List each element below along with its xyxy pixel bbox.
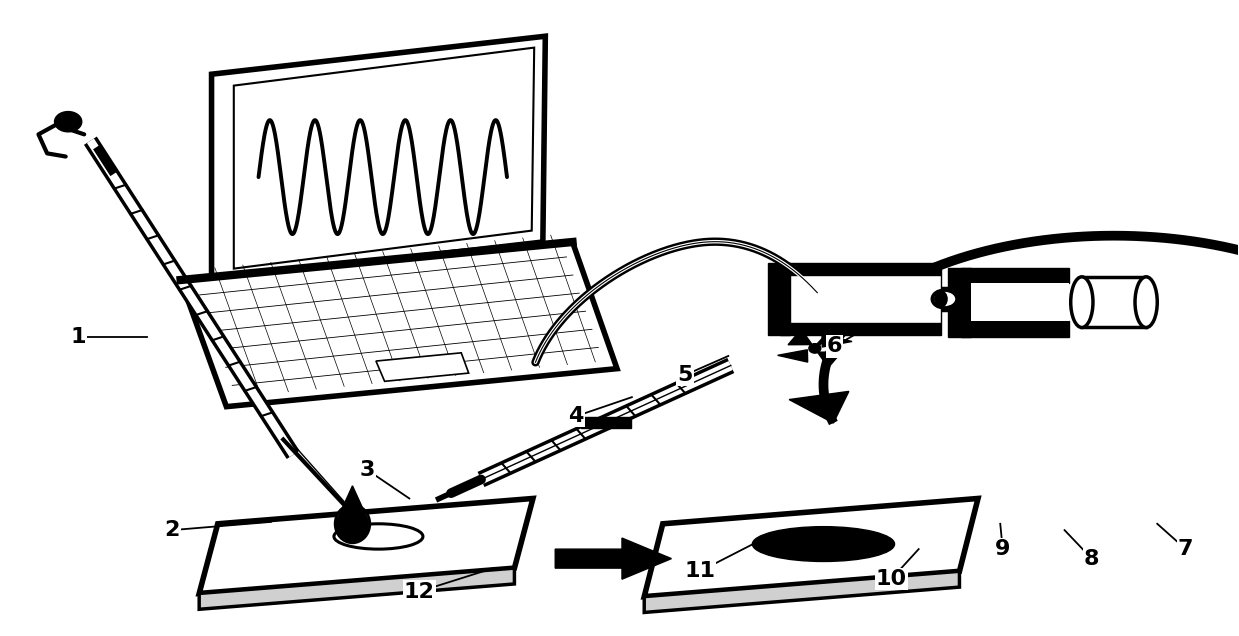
Polygon shape — [948, 268, 970, 336]
Polygon shape — [768, 263, 790, 335]
Polygon shape — [555, 538, 672, 579]
Ellipse shape — [336, 505, 369, 543]
Polygon shape — [788, 329, 812, 345]
Polygon shape — [234, 48, 534, 268]
Text: 10: 10 — [876, 569, 907, 589]
Ellipse shape — [335, 524, 422, 549]
Text: 6: 6 — [826, 336, 843, 357]
Polygon shape — [789, 391, 849, 423]
Polygon shape — [781, 322, 940, 335]
Polygon shape — [336, 486, 369, 543]
Polygon shape — [781, 263, 940, 275]
Polygon shape — [644, 499, 978, 597]
Polygon shape — [199, 568, 514, 609]
Polygon shape — [960, 268, 1069, 283]
Polygon shape — [375, 353, 468, 382]
Text: 7: 7 — [1178, 539, 1193, 559]
Polygon shape — [199, 499, 533, 593]
Text: 2: 2 — [165, 520, 180, 540]
Text: 5: 5 — [678, 365, 693, 385]
Polygon shape — [821, 335, 852, 347]
Polygon shape — [818, 352, 841, 368]
Polygon shape — [212, 36, 545, 280]
Ellipse shape — [809, 343, 820, 353]
Polygon shape — [960, 321, 1069, 336]
Ellipse shape — [752, 527, 895, 562]
Polygon shape — [581, 417, 631, 427]
Text: 8: 8 — [1084, 549, 1099, 569]
Text: 12: 12 — [404, 581, 435, 602]
Ellipse shape — [55, 111, 82, 132]
Polygon shape — [1082, 277, 1146, 328]
Polygon shape — [970, 283, 1069, 321]
Text: 11: 11 — [684, 562, 715, 581]
Polygon shape — [778, 350, 808, 362]
Polygon shape — [940, 287, 948, 310]
Ellipse shape — [1135, 277, 1157, 328]
Text: 1: 1 — [71, 327, 85, 347]
Ellipse shape — [932, 290, 957, 308]
Ellipse shape — [934, 291, 947, 307]
Text: 9: 9 — [995, 539, 1011, 559]
Polygon shape — [790, 275, 940, 322]
Text: 3: 3 — [359, 460, 375, 480]
Ellipse shape — [1070, 277, 1093, 328]
Polygon shape — [644, 571, 959, 612]
Polygon shape — [181, 242, 617, 406]
Text: 4: 4 — [569, 406, 584, 426]
